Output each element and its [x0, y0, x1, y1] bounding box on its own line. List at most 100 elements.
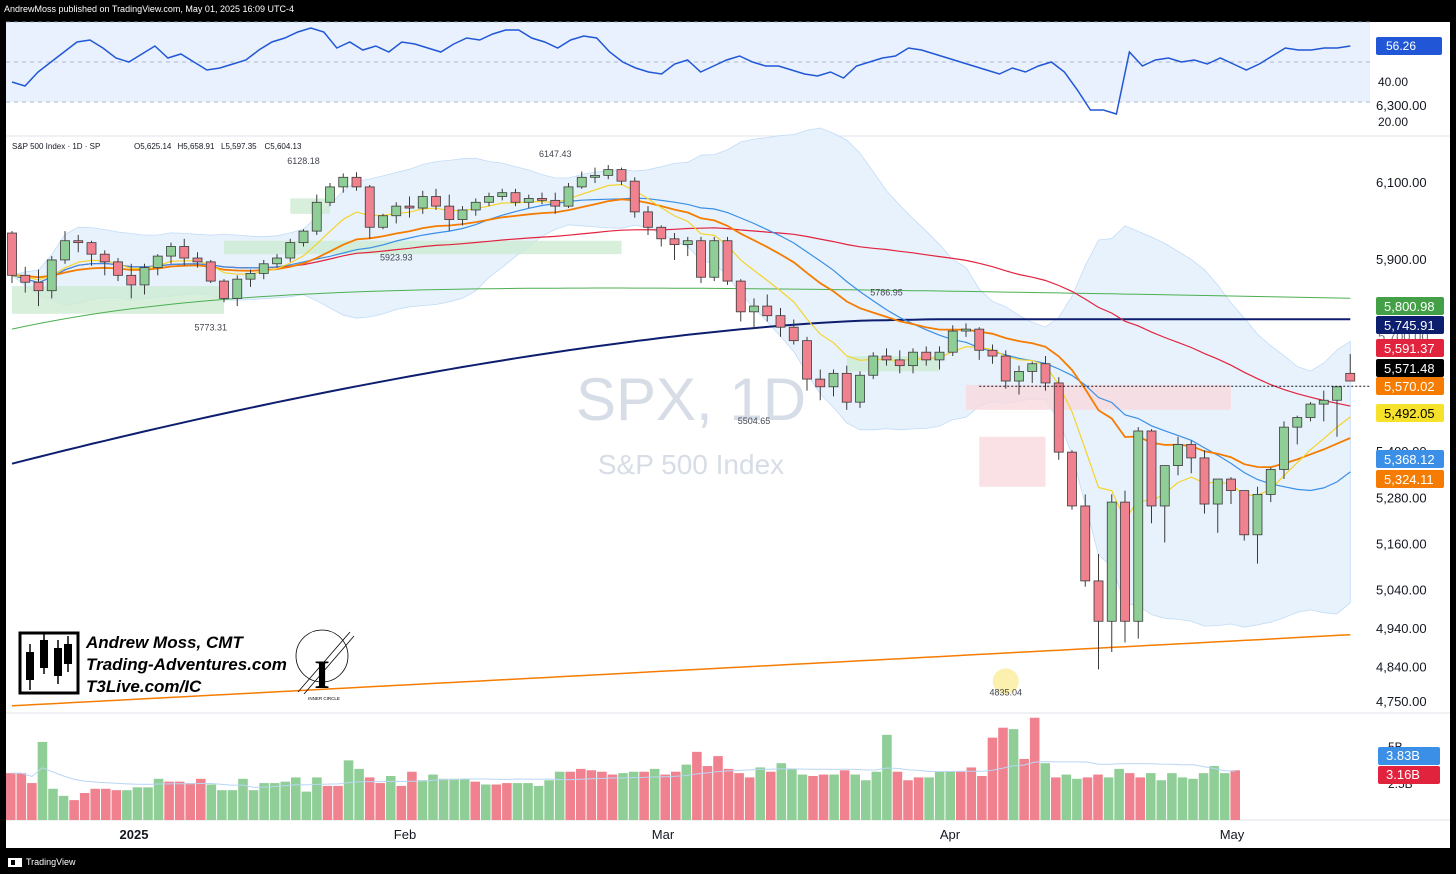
candle[interactable] — [7, 231, 17, 284]
candle[interactable] — [1053, 377, 1064, 460]
candle[interactable] — [484, 192, 494, 207]
candle[interactable] — [722, 236, 733, 285]
candle[interactable] — [696, 236, 706, 284]
candle[interactable] — [378, 213, 388, 230]
candle[interactable] — [537, 192, 547, 205]
candle[interactable] — [33, 269, 44, 307]
candle[interactable] — [325, 183, 335, 207]
candle[interactable] — [841, 365, 852, 410]
candle[interactable] — [338, 173, 349, 193]
candle[interactable] — [311, 194, 322, 235]
candle[interactable] — [828, 369, 839, 397]
candle[interactable] — [99, 250, 110, 276]
candle[interactable] — [364, 184, 375, 239]
candle[interactable] — [205, 259, 216, 284]
candle[interactable] — [1279, 421, 1289, 480]
candle[interactable] — [1106, 494, 1117, 653]
candle[interactable] — [431, 188, 441, 210]
candle[interactable] — [1239, 490, 1250, 541]
candle[interactable] — [1226, 477, 1236, 505]
candle[interactable] — [1133, 427, 1144, 639]
candle[interactable] — [934, 346, 945, 370]
candle[interactable] — [590, 167, 600, 184]
candle[interactable] — [1040, 356, 1051, 391]
candle[interactable] — [46, 256, 57, 299]
candle[interactable] — [470, 198, 481, 216]
candle[interactable] — [73, 234, 84, 253]
candle[interactable] — [1027, 361, 1038, 383]
candle[interactable] — [258, 259, 269, 280]
candle[interactable] — [921, 346, 932, 366]
candle[interactable] — [86, 240, 97, 266]
candle[interactable] — [802, 336, 812, 391]
candle[interactable] — [616, 167, 627, 185]
candle[interactable] — [881, 348, 892, 366]
candle[interactable] — [457, 206, 468, 226]
candle[interactable] — [285, 238, 296, 262]
candle[interactable] — [192, 252, 203, 268]
candle[interactable] — [788, 319, 799, 345]
candle[interactable] — [166, 242, 176, 264]
candle[interactable] — [1186, 440, 1197, 474]
candle[interactable] — [417, 190, 428, 214]
candle[interactable] — [351, 172, 362, 191]
candle[interactable] — [1332, 386, 1342, 437]
candle[interactable] — [1173, 436, 1183, 476]
candle[interactable] — [815, 369, 826, 401]
candle[interactable] — [682, 236, 693, 257]
candle[interactable] — [1080, 494, 1091, 587]
candle[interactable] — [987, 344, 998, 364]
candle[interactable] — [245, 269, 256, 287]
candle[interactable] — [961, 323, 971, 337]
candle[interactable] — [232, 275, 243, 307]
candle[interactable] — [855, 371, 865, 408]
candle[interactable] — [1146, 429, 1157, 524]
candle[interactable] — [391, 202, 402, 224]
candle[interactable] — [669, 233, 680, 260]
candle[interactable] — [1000, 350, 1011, 389]
candle[interactable] — [563, 183, 574, 209]
candle[interactable] — [497, 188, 508, 201]
candle[interactable] — [1212, 478, 1223, 533]
candle[interactable] — [1345, 354, 1356, 382]
candle[interactable] — [762, 294, 773, 322]
candle[interactable] — [656, 225, 667, 247]
candle[interactable] — [775, 307, 786, 337]
candle[interactable] — [974, 327, 985, 360]
candle[interactable] — [1159, 465, 1170, 543]
candle[interactable] — [709, 236, 720, 282]
candle[interactable] — [126, 263, 137, 299]
candle[interactable] — [894, 350, 905, 374]
candle[interactable] — [404, 196, 415, 218]
candle[interactable] — [1252, 486, 1263, 564]
candle[interactable] — [1120, 490, 1130, 643]
candle[interactable] — [868, 352, 879, 380]
candle[interactable] — [908, 348, 918, 374]
candle[interactable] — [510, 188, 521, 207]
candle[interactable] — [152, 254, 163, 276]
candle[interactable] — [523, 194, 534, 209]
candle[interactable] — [1014, 365, 1024, 395]
candle[interactable] — [219, 279, 229, 303]
candle[interactable] — [1067, 450, 1077, 510]
candle[interactable] — [113, 258, 123, 282]
candle[interactable] — [298, 229, 309, 247]
candle[interactable] — [749, 298, 759, 330]
candle[interactable] — [735, 279, 746, 322]
candle[interactable] — [643, 206, 653, 235]
candle[interactable] — [1305, 402, 1316, 422]
candle[interactable] — [576, 171, 587, 189]
candle[interactable] — [1093, 554, 1104, 670]
candle[interactable] — [272, 254, 282, 268]
candle[interactable] — [1199, 450, 1210, 514]
candle[interactable] — [1318, 390, 1329, 422]
candle[interactable] — [60, 231, 70, 264]
candle[interactable] — [947, 325, 958, 357]
candle[interactable] — [444, 194, 455, 232]
candle[interactable] — [629, 177, 640, 218]
candle[interactable] — [603, 164, 614, 180]
candle[interactable] — [550, 192, 561, 214]
candle[interactable] — [1265, 467, 1276, 503]
candle[interactable] — [179, 238, 190, 266]
